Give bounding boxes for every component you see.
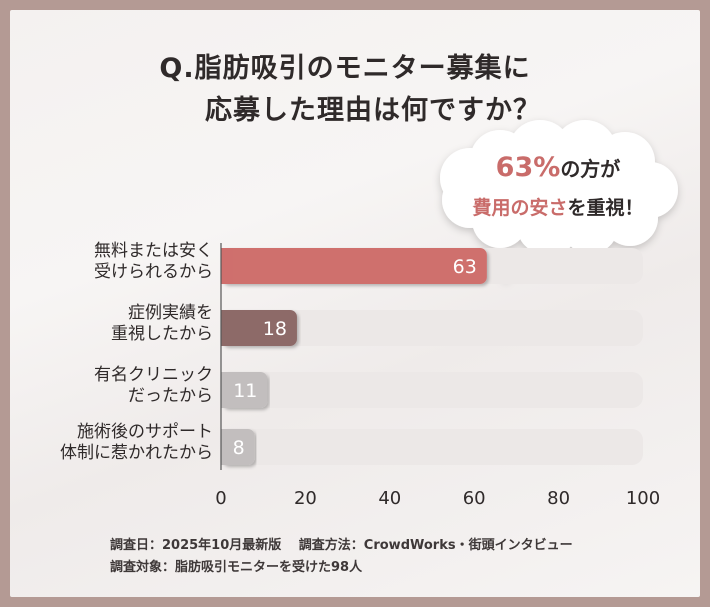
x-tick-label: 40 xyxy=(378,488,401,509)
category-label-line: 有名クリニック xyxy=(94,365,213,385)
category-labels: 無料または安く受けられるから症例実績を重視したから有名クリニックだったから施術後… xyxy=(60,241,213,463)
survey-card xyxy=(10,10,700,597)
bar-value-label: 11 xyxy=(233,380,257,402)
bar-left-edge xyxy=(221,429,233,465)
category-label-line: 施術後のサポート xyxy=(77,422,213,442)
category-label-line: 体制に惹かれたから xyxy=(60,443,213,463)
callout-emphasis: 費用の安さ xyxy=(472,196,567,219)
bar-value-label: 18 xyxy=(263,318,287,340)
callout-cloud-shape xyxy=(440,120,678,280)
callout-line-2: 費用の安さを重視！ xyxy=(472,196,643,219)
bar xyxy=(221,310,297,346)
callout-line-2-rest: を重視！ xyxy=(568,196,644,219)
callout-line-1-rest: の方が xyxy=(560,157,620,181)
survey-note-line-2: 調査対象：脂肪吸引モニターを受けた98人 xyxy=(110,560,363,575)
category-label-line: だったから xyxy=(128,386,213,406)
x-tick-label: 0 xyxy=(215,488,226,509)
bar-left-edge xyxy=(221,248,233,284)
bars-layer: 63 18 11 8 xyxy=(220,243,643,470)
bar xyxy=(221,248,487,284)
chart-title-line-1: Q.脂肪吸引のモニター募集に xyxy=(159,53,531,84)
bar-left-edge xyxy=(221,372,233,408)
bar-left-edge xyxy=(221,310,233,346)
category-label-line: 無料または安く xyxy=(94,241,213,261)
bar-value-label: 63 xyxy=(453,256,477,278)
category-label-line: 症例実績を xyxy=(128,303,213,323)
x-tick-label: 100 xyxy=(626,488,660,509)
x-tick-label: 60 xyxy=(463,488,486,509)
bar-track xyxy=(221,310,643,346)
bar-track xyxy=(221,372,643,408)
survey-note-line-1: 調査日：2025年10月最新版 調査方法：CrowdWorks・街頭インタビュー xyxy=(110,538,573,553)
chart-title-line-2: 応募した理由は何ですか？ xyxy=(205,95,541,126)
callout-line-1: 63%の方が xyxy=(496,152,621,183)
x-tick-label: 20 xyxy=(294,488,317,509)
bar-track xyxy=(221,429,643,465)
x-axis-ticks: 0 20 40 60 80 100 xyxy=(215,488,660,509)
category-label-line: 受けられるから xyxy=(94,262,213,282)
bar-value-label: 8 xyxy=(233,437,245,459)
category-label-line: 重視したから xyxy=(111,324,213,344)
x-tick-label: 80 xyxy=(547,488,570,509)
callout-percent: 63% xyxy=(496,152,561,183)
